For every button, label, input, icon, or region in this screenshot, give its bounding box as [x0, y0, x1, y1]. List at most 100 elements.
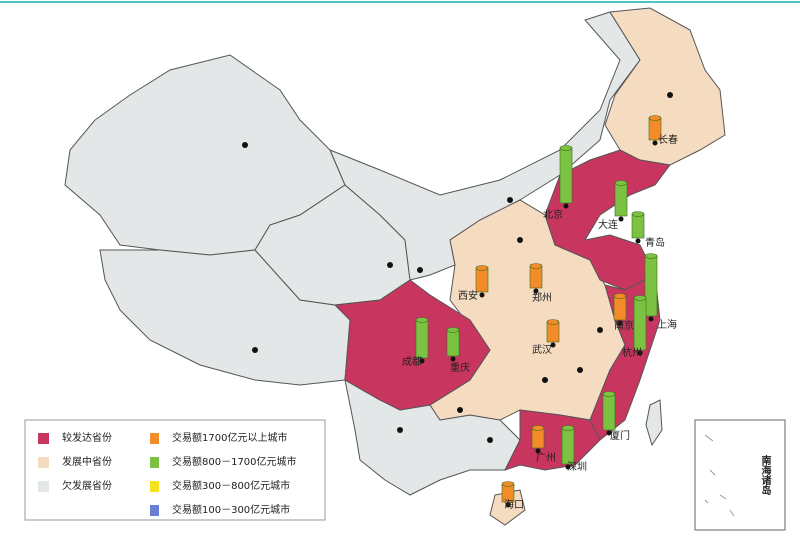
- city-dot: [505, 502, 511, 508]
- city-bar-top: [546, 319, 560, 325]
- city-bar-top: [561, 425, 575, 431]
- city-bar: [446, 329, 460, 357]
- legend-swatch: [38, 457, 49, 468]
- capital-dot: [597, 327, 603, 333]
- city-label: 西安: [458, 289, 478, 302]
- city-dot: [617, 320, 623, 326]
- province-gansu-nm: [329, 11, 641, 281]
- city-bar: [475, 267, 489, 293]
- city-bar: [415, 319, 429, 359]
- legend-label: 交易额800－1700亿元城市: [172, 455, 297, 468]
- capital-dot: [397, 427, 403, 433]
- legend-swatch: [38, 481, 49, 492]
- city-label: 广州: [536, 452, 556, 464]
- city-bar-top: [648, 115, 662, 121]
- city-bar-top: [529, 263, 543, 269]
- legend-swatch: [150, 433, 159, 444]
- inset-islands: [704, 434, 735, 517]
- capital-dot: [667, 92, 673, 98]
- capital-dots: [242, 92, 673, 443]
- city-bar-top: [559, 145, 573, 151]
- capital-dot: [457, 407, 463, 413]
- city-dot: [618, 216, 624, 222]
- legend-swatch: [38, 433, 49, 444]
- inset-label: 南海诸岛: [759, 454, 771, 496]
- city-label: 上海: [657, 318, 677, 331]
- legend-swatch: [150, 505, 159, 516]
- city-dot: [535, 448, 541, 454]
- city-dot: [606, 430, 612, 436]
- legend-label: 欠发展省份: [62, 479, 112, 492]
- city-bar: [561, 427, 575, 465]
- city-label: 成都: [402, 356, 422, 368]
- province-sichuan: [333, 279, 491, 411]
- city-label: 海口: [504, 498, 524, 511]
- city-dot: [419, 358, 425, 364]
- city-bar: [531, 427, 545, 449]
- city-bar-top: [446, 327, 460, 333]
- inset-box: [694, 419, 786, 531]
- capital-dot: [417, 267, 423, 273]
- city-bar-top: [602, 391, 616, 397]
- province-guangdong: [504, 409, 601, 471]
- capital-dot: [507, 197, 513, 203]
- city-bar-top: [475, 265, 489, 271]
- city-bar: [559, 147, 573, 204]
- city-dot: [648, 316, 654, 322]
- city-dot: [450, 356, 456, 362]
- capital-dot: [487, 437, 493, 443]
- city-bar-top: [613, 293, 627, 299]
- city-label: 大连: [598, 218, 618, 231]
- legend-label: 发展中省份: [62, 455, 112, 468]
- city-bar: [614, 182, 628, 217]
- legend-label: 交易额300－800亿元城市: [172, 479, 290, 492]
- city-label: 长春: [658, 134, 678, 146]
- city-bar-top: [614, 180, 628, 186]
- city-label: 厦门: [610, 429, 630, 442]
- city-bar: [529, 265, 543, 289]
- city-bar: [644, 255, 658, 317]
- province-taiwan: [645, 399, 663, 447]
- city-dot: [652, 140, 658, 146]
- city-bar: [633, 297, 647, 351]
- city-dot: [550, 342, 556, 348]
- inset: 南海诸岛: [694, 419, 786, 531]
- city-bar-top: [531, 425, 545, 431]
- capital-dot: [517, 237, 523, 243]
- capital-dot: [542, 377, 548, 383]
- legend-label: 交易额100－300亿元城市: [172, 503, 290, 516]
- city-dot: [635, 238, 641, 244]
- legend-swatch: [150, 457, 159, 468]
- legend-swatch: [150, 481, 159, 492]
- city-bar-top: [631, 211, 645, 217]
- legend-label: 交易额1700亿元以上城市: [172, 431, 287, 444]
- capital-dot: [242, 142, 248, 148]
- province-northeast: [604, 7, 726, 166]
- city-dot: [637, 350, 643, 356]
- city-bar-top: [501, 481, 515, 487]
- city-dot: [565, 464, 571, 470]
- province-north-coast: [544, 149, 671, 291]
- city-label: 郑州: [532, 291, 552, 304]
- city-bar-top: [415, 317, 429, 323]
- city-label: 杭州: [622, 346, 642, 359]
- city-bar-top: [633, 295, 647, 301]
- city-bar: [546, 321, 560, 343]
- city-dot: [479, 292, 485, 298]
- city-label: 深圳: [567, 461, 587, 473]
- city-bar-top: [644, 253, 658, 259]
- city-label: 武汉: [532, 343, 552, 356]
- city-bar: [613, 295, 627, 321]
- legend-label: 较发达省份: [62, 431, 112, 444]
- city-label: 重庆: [450, 361, 470, 374]
- city-dot: [563, 203, 569, 209]
- city-label: 南京: [614, 319, 634, 332]
- city-label: 北京: [543, 208, 563, 221]
- capital-dot: [577, 367, 583, 373]
- capital-dot: [252, 347, 258, 353]
- legend-box: [24, 419, 326, 521]
